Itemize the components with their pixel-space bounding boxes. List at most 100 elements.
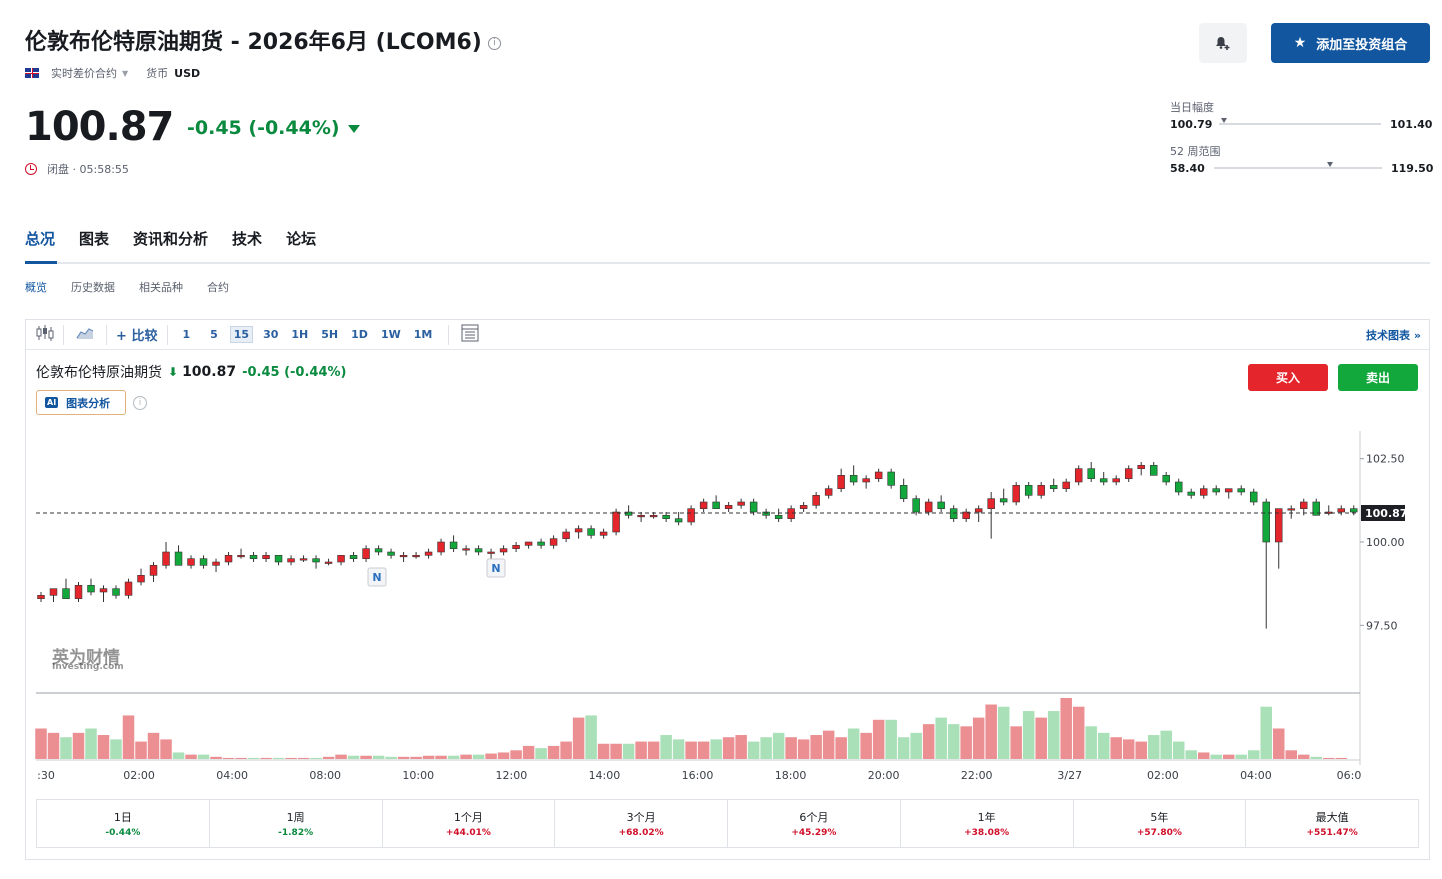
price-change-text: -0.45 (-0.44%)	[187, 117, 340, 139]
technical-chart-link[interactable]: 技术图表 »	[1366, 327, 1421, 343]
interval-1d[interactable]: 1D	[351, 328, 368, 341]
currency-label: 货币	[146, 67, 169, 80]
chart-legend: 伦敦布伦特原油期货 ⬇ 100.87 -0.45 (-0.44%)	[36, 362, 346, 382]
clock-icon	[25, 163, 37, 175]
subtab-summary[interactable]: 概览	[25, 281, 47, 294]
interval-1m[interactable]: 1M	[413, 328, 433, 341]
week52-range-label: 52 周范围	[1170, 145, 1221, 158]
perf-value: -0.44%	[105, 828, 141, 838]
ai-chart-analysis-label: 图表分析	[66, 396, 111, 410]
toolbar-divider	[63, 324, 64, 345]
currency-value: USD	[174, 66, 201, 80]
toolbar-divider	[448, 324, 450, 345]
interval-5h[interactable]: 5H	[321, 328, 339, 341]
contract-type[interactable]: 实时差价合约	[51, 67, 117, 80]
layout-icon	[461, 324, 479, 342]
interval-15[interactable]: 15	[229, 326, 254, 343]
tab-technical[interactable]: 技术	[232, 230, 263, 248]
week52-range-marker	[1326, 162, 1333, 167]
toolbar-divider	[167, 324, 169, 345]
perf-cell-1y[interactable]: 1年 +38.08%	[901, 800, 1074, 847]
ai-icon: AI	[45, 397, 59, 408]
perf-value: +68.02%	[618, 828, 664, 838]
interval-1w[interactable]: 1W	[380, 328, 401, 341]
perf-value: +38.08%	[964, 828, 1010, 838]
interval-5[interactable]: 5	[210, 328, 218, 341]
page-title: 伦敦布伦特原油期货 - 2026年6月 (LCOM6) i	[25, 24, 501, 56]
contract-info-row: 实时差价合约 ▼ 货币 USD	[25, 65, 200, 81]
perf-cell-5y[interactable]: 5年 +57.80%	[1074, 800, 1247, 847]
tab-forum[interactable]: 论坛	[286, 230, 317, 248]
star-icon: ★	[1293, 35, 1307, 51]
price-change: -0.45 (-0.44%)	[187, 117, 360, 139]
perf-cell-1m[interactable]: 1个月 +44.01%	[383, 800, 556, 847]
chart-toolbar: + 比较 1 5 15 30 1H 5H 1D 1W 1M 技术图表 »	[26, 320, 1429, 350]
legend-change: -0.45 (-0.44%)	[242, 364, 347, 380]
day-range-high: 101.40	[1390, 118, 1433, 131]
add-to-portfolio-button[interactable]: ★ 添加至投资组合	[1271, 23, 1430, 63]
perf-cell-3m[interactable]: 3个月 +68.02%	[555, 800, 728, 847]
toolbar-divider	[106, 324, 107, 345]
market-status: 闭盘 · 05:58:55	[25, 161, 129, 177]
add-to-portfolio-label: 添加至投资组合	[1316, 37, 1408, 53]
sell-button[interactable]: 卖出	[1338, 364, 1418, 391]
info-icon[interactable]: i	[133, 396, 147, 410]
perf-label: 6个月	[799, 811, 829, 824]
market-status-text: 闭盘 · 05:58:55	[47, 163, 129, 176]
perf-cell-1w[interactable]: 1周 -1.82%	[210, 800, 383, 847]
day-range-marker	[1220, 118, 1227, 123]
interval-1h[interactable]: 1H	[291, 328, 309, 341]
arrow-down-icon: ⬇	[168, 365, 179, 379]
watermark-logo: 英为财情	[52, 648, 120, 668]
week52-range-low: 58.40	[1170, 162, 1205, 175]
subtab-related[interactable]: 相关品种	[139, 281, 183, 294]
indicators-button[interactable]	[461, 324, 479, 345]
chart-container	[25, 319, 1430, 860]
perf-label: 3个月	[626, 811, 656, 824]
perf-value: +551.47%	[1306, 828, 1358, 838]
candlestick-type-button[interactable]	[35, 324, 55, 345]
tab-chart[interactable]: 图表	[79, 230, 110, 248]
uk-flag-icon	[25, 68, 39, 78]
chevron-down-icon[interactable]: ▼	[122, 68, 129, 78]
price-alert-button[interactable]	[1199, 23, 1247, 63]
bell-plus-icon	[1216, 37, 1230, 50]
main-tabs: 总况 图表 资讯和分析 技术 论坛	[25, 228, 340, 249]
chevron-right-icon: »	[1413, 329, 1421, 342]
ai-chart-analysis-button[interactable]: AI 图表分析	[36, 390, 126, 415]
area-chart-icon	[76, 328, 94, 339]
perf-value: +45.29%	[791, 828, 837, 838]
perf-label: 1周	[286, 811, 305, 824]
perf-cell-1d[interactable]: 1日 -0.44%	[37, 800, 210, 847]
performance-strip: 1日 -0.44% 1周 -1.82% 1个月 +44.01% 3个月 +68.02% …	[36, 799, 1419, 848]
subtab-contracts[interactable]: 合约	[207, 281, 229, 294]
perf-label: 5年	[1150, 811, 1169, 824]
perf-cell-max[interactable]: 最大值 +551.47%	[1246, 800, 1418, 847]
interval-1[interactable]: 1	[182, 328, 191, 341]
perf-label: 最大值	[1315, 811, 1349, 824]
day-range-low: 100.79	[1170, 118, 1213, 131]
tab-news-analysis[interactable]: 资讯和分析	[133, 230, 209, 248]
compare-button[interactable]: + 比较	[116, 325, 157, 344]
interval-30[interactable]: 30	[263, 328, 279, 341]
day-range-track	[1219, 123, 1381, 125]
legend-name: 伦敦布伦特原油期货	[36, 365, 162, 381]
area-type-button[interactable]	[76, 326, 94, 343]
tab-divider	[25, 262, 1430, 264]
info-icon[interactable]: i	[487, 36, 501, 50]
legend-price: 100.87	[182, 364, 237, 380]
subtab-historical-data[interactable]: 历史数据	[71, 281, 115, 294]
candlestick-icon	[36, 325, 54, 341]
perf-cell-6m[interactable]: 6个月 +45.29%	[728, 800, 901, 847]
week52-range-track	[1214, 167, 1382, 169]
last-price: 100.87	[25, 104, 174, 150]
day-range-label: 当日幅度	[1170, 101, 1214, 114]
watermark-logo-sub: Investing.com	[52, 662, 124, 672]
buy-button[interactable]: 买入	[1248, 364, 1328, 391]
perf-value: +44.01%	[445, 828, 491, 838]
week52-range-high: 119.50	[1391, 162, 1434, 175]
tab-overview[interactable]: 总况	[25, 230, 56, 248]
perf-label: 1个月	[453, 811, 483, 824]
perf-label: 1日	[113, 811, 132, 824]
sub-tabs: 概览 历史数据 相关品种 合约	[25, 279, 253, 295]
